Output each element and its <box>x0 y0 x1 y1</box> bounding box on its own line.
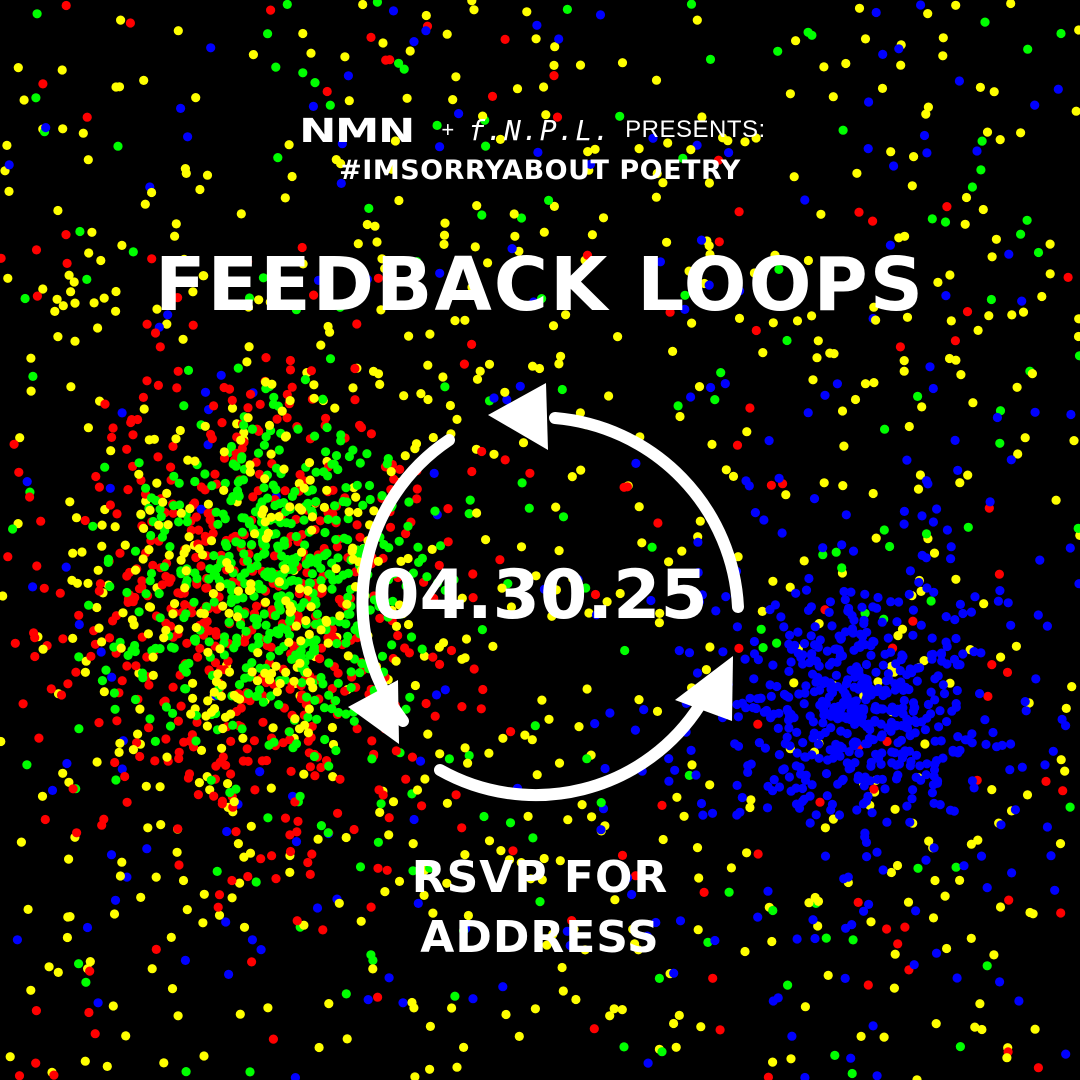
presents-label: PRESENTS: <box>625 116 766 143</box>
rsvp-line-2: ADDRESS <box>420 912 660 963</box>
series-title: #IMSORRYABOUT POETRY <box>339 155 741 186</box>
rsvp-line-1: RSVP FOR <box>411 852 669 903</box>
fnpl-logo: f.N.P.L. <box>468 113 612 147</box>
event-date: 04.30.25 <box>372 556 708 635</box>
arrowhead-bottom-left <box>348 680 399 744</box>
event-title: FEEDBACK LOOPS <box>154 242 926 328</box>
presenters-line: NMN + f.N.P.L. PRESENTS: <box>0 108 1080 152</box>
loop-arc-right <box>549 412 744 613</box>
loop-arc-top <box>356 434 455 727</box>
arrowhead-bottom-right <box>675 656 733 721</box>
plus-sign: + <box>441 117 455 142</box>
loop-arc-bottom <box>434 699 706 802</box>
nmn-logo: NMN <box>299 110 415 150</box>
arrowhead-top <box>488 383 548 450</box>
